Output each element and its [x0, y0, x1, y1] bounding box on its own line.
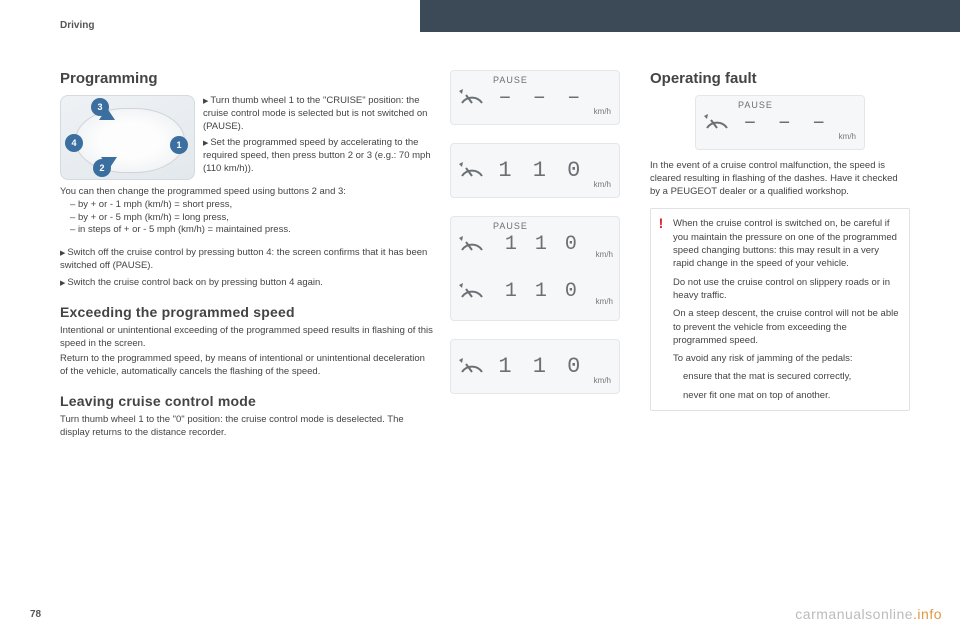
display-4-unit: km/h	[594, 376, 611, 393]
knob-4: 4	[65, 134, 83, 152]
knob-2: 2	[93, 159, 111, 177]
watermark: carmanualsonline.info	[795, 606, 942, 622]
header-section: Driving	[60, 20, 94, 31]
display-1-value: – – –	[493, 87, 590, 109]
leaving-title: Leaving cruise control mode	[60, 393, 435, 409]
programming-intro-after: You can then change the programmed speed…	[60, 186, 435, 199]
speedometer-icon	[457, 230, 487, 260]
warn-b2: never fit one mat on top of another.	[683, 389, 899, 402]
display-2-unit: km/h	[594, 180, 611, 197]
fault-title: Operating fault	[650, 70, 910, 87]
switch-on: Switch the cruise control back on by pre…	[60, 277, 435, 290]
step-1: Turn thumb wheel 1 to the "CRUISE" posit…	[203, 95, 435, 133]
display-3-unit-top: km/h	[596, 250, 613, 267]
fault-display-unit: km/h	[839, 132, 856, 149]
wheel-body	[75, 108, 185, 173]
display-3-val-bot: 1 1 0	[493, 282, 592, 302]
exceeding-p2: Return to the programmed speed, by means…	[60, 353, 435, 379]
speedometer-icon	[702, 108, 732, 138]
speedometer-icon	[457, 156, 487, 186]
programming-steps: Turn thumb wheel 1 to the "CRUISE" posit…	[203, 95, 435, 180]
step-2: Set the programmed speed by accelerating…	[203, 137, 435, 175]
display-2-value: 1 1 0	[493, 160, 590, 182]
display-2: 1 1 0 km/h	[450, 143, 620, 198]
warning-body: When the cruise control is switched on, …	[671, 209, 909, 410]
display-4: 1 1 0 km/h	[450, 339, 620, 394]
middle-column: PAUSE – – – km/h 1 1 0 km/h PAUSE 1 1 0 …	[450, 70, 630, 412]
exceeding-title: Exceeding the programmed speed	[60, 304, 435, 320]
change-2: by + or - 5 mph (km/h) = long press,	[70, 212, 435, 225]
right-column: Operating fault PAUSE – – – km/h In the …	[650, 70, 910, 411]
control-wheel-figure: 1 2 3 4	[60, 95, 195, 180]
display-3-val-top: 1 1 0	[493, 235, 592, 255]
warn-p2: Do not use the cruise control on slipper…	[673, 276, 899, 303]
knob-3: 3	[91, 98, 109, 116]
speedometer-icon	[457, 83, 487, 113]
left-column: Programming 1 2 3 4 Turn thumb wheel 1 t…	[60, 70, 435, 440]
tab-strip	[420, 0, 960, 32]
leaving-p: Turn thumb wheel 1 to the "0" position: …	[60, 414, 435, 440]
exceeding-p1: Intentional or unintentional exceeding o…	[60, 325, 435, 351]
warn-p4: To avoid any risk of jamming of the peda…	[673, 352, 899, 365]
knob-1: 1	[170, 136, 188, 154]
page-number: 78	[30, 609, 41, 620]
display-1: PAUSE – – – km/h	[450, 70, 620, 125]
programming-top-block: 1 2 3 4 Turn thumb wheel 1 to the "CRUIS…	[60, 95, 435, 180]
fault-display: PAUSE – – – km/h	[695, 95, 865, 150]
fault-display-pause: PAUSE	[738, 100, 773, 110]
display-1-pause: PAUSE	[493, 75, 528, 85]
change-3: in steps of + or - 5 mph (km/h) = mainta…	[70, 224, 435, 237]
warn-p1: When the cruise control is switched on, …	[673, 217, 899, 270]
speedometer-icon	[457, 277, 487, 307]
warning-box: ! When the cruise control is switched on…	[650, 208, 910, 411]
display-1-unit: km/h	[594, 107, 611, 124]
display-3-unit-bot: km/h	[596, 297, 613, 314]
change-1: by + or - 1 mph (km/h) = short press,	[70, 199, 435, 212]
warn-p3: On a steep descent, the cruise control w…	[673, 307, 899, 347]
switch-off: Switch off the cruise control by pressin…	[60, 247, 435, 273]
warning-icon: !	[651, 209, 671, 410]
display-4-value: 1 1 0	[493, 356, 590, 378]
speedometer-icon	[457, 352, 487, 382]
watermark-b: .info	[913, 606, 942, 622]
programming-title: Programming	[60, 70, 435, 87]
change-list: by + or - 1 mph (km/h) = short press, by…	[70, 199, 435, 237]
warn-b1: ensure that the mat is secured correctly…	[683, 370, 899, 383]
watermark-a: carmanualsonline	[795, 606, 913, 622]
switch-off-on: Switch off the cruise control by pressin…	[60, 247, 435, 289]
fault-text: In the event of a cruise control malfunc…	[650, 160, 910, 198]
display-3: PAUSE 1 1 0 km/h 1 1 0 km/h	[450, 216, 620, 321]
display-3-bot: 1 1 0 km/h	[457, 271, 613, 315]
fault-display-wrap: PAUSE – – – km/h	[650, 95, 910, 150]
display-3-top: PAUSE 1 1 0 km/h	[457, 223, 613, 267]
fault-display-val: – – –	[738, 112, 835, 134]
display-3-pause: PAUSE	[493, 221, 528, 231]
